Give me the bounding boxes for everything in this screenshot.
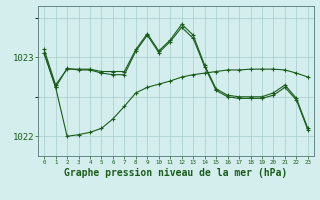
X-axis label: Graphe pression niveau de la mer (hPa): Graphe pression niveau de la mer (hPa) <box>64 168 288 178</box>
